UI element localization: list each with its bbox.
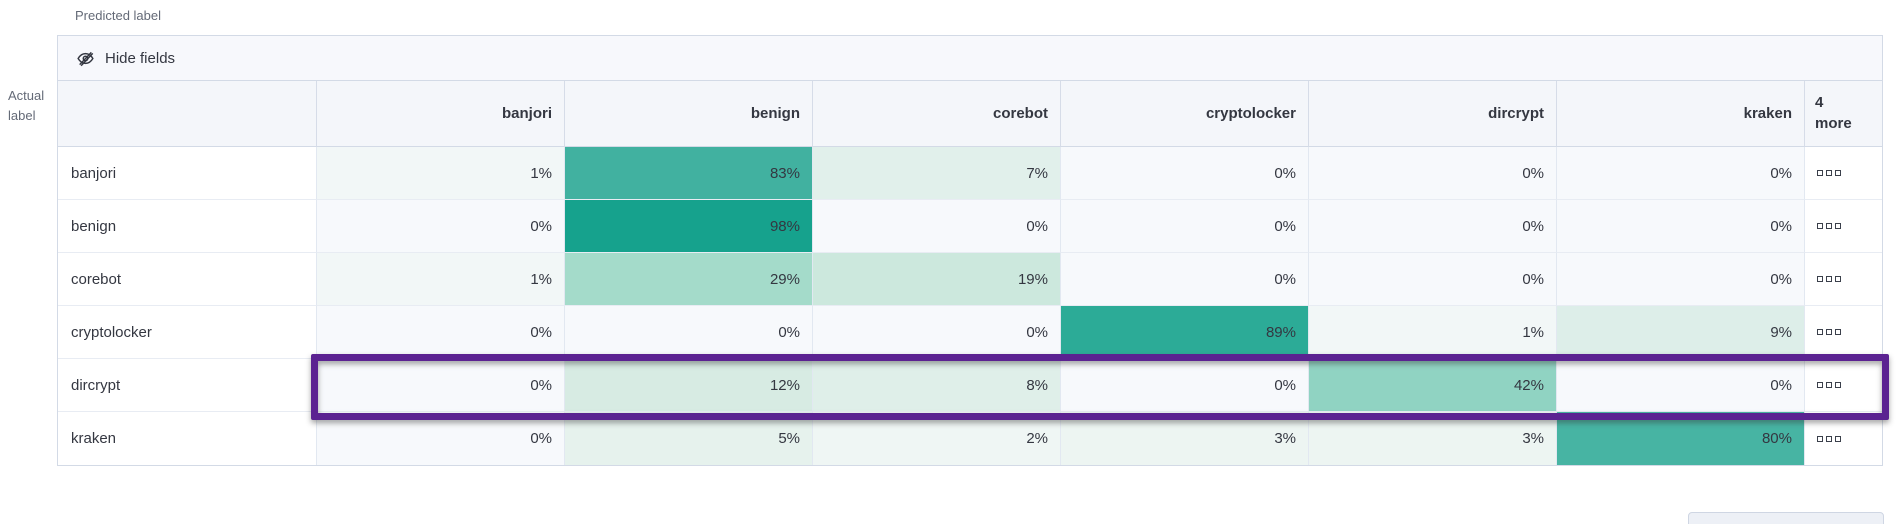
cell-banjori-cryptolocker[interactable]: 0% [1061,147,1309,200]
boxes-horizontal-icon [1817,435,1841,442]
cell-kraken-benign[interactable]: 5% [565,412,813,465]
cell-banjori-benign[interactable]: 83% [565,147,813,200]
column-header-cryptolocker[interactable]: cryptolocker [1061,81,1309,147]
cell-corebot-corebot[interactable]: 19% [813,253,1061,306]
cell-cryptolocker-banjori[interactable]: 0% [317,306,565,359]
cell-kraken-cryptolocker[interactable]: 3% [1061,412,1309,465]
row-actions-banjori[interactable] [1805,147,1882,200]
cell-benign-kraken[interactable]: 0% [1557,200,1805,253]
cell-corebot-benign[interactable]: 29% [565,253,813,306]
row-label-dircrypt[interactable]: dircrypt [58,359,317,412]
row-actions-cryptolocker[interactable] [1805,306,1882,359]
matrix-grid: banjori benign corebot cryptolocker dircrypt… [58,81,1882,465]
row-label-banjori[interactable]: banjori [58,147,317,200]
row-label-benign[interactable]: benign [58,200,317,253]
cell-corebot-kraken[interactable]: 0% [1557,253,1805,306]
cell-kraken-banjori[interactable]: 0% [317,412,565,465]
actual-label: Actual label [8,88,45,124]
cell-cryptolocker-dircrypt[interactable]: 1% [1309,306,1557,359]
row-label-corebot[interactable]: corebot [58,253,317,306]
cell-banjori-banjori[interactable]: 1% [317,147,565,200]
cell-kraken-dircrypt[interactable]: 3% [1309,412,1557,465]
more-columns-label: 4 more [1815,94,1852,132]
hide-fields-label: Hide fields [105,49,176,67]
row-actions-benign[interactable] [1805,200,1882,253]
column-header-benign[interactable]: benign [565,81,813,147]
eye-closed-icon [76,49,95,68]
column-header-dircrypt[interactable]: dircrypt [1309,81,1557,147]
boxes-horizontal-icon [1817,276,1841,282]
cell-dircrypt-kraken[interactable]: 0% [1557,359,1805,412]
cell-dircrypt-benign[interactable]: 12% [565,359,813,412]
cell-benign-benign[interactable]: 98% [565,200,813,253]
cell-kraken-corebot[interactable]: 2% [813,412,1061,465]
cell-kraken-kraken[interactable]: 80% [1557,412,1805,465]
cell-dircrypt-dircrypt[interactable]: 42% [1309,359,1557,412]
cell-banjori-corebot[interactable]: 7% [813,147,1061,200]
column-header-kraken[interactable]: kraken [1557,81,1805,147]
row-actions-kraken[interactable] [1805,412,1882,465]
column-header-corebot[interactable]: corebot [813,81,1061,147]
cell-corebot-banjori[interactable]: 1% [317,253,565,306]
cell-corebot-cryptolocker[interactable]: 0% [1061,253,1309,306]
row-label-cryptolocker[interactable]: cryptolocker [58,306,317,359]
cell-banjori-kraken[interactable]: 0% [1557,147,1805,200]
cell-cryptolocker-kraken[interactable]: 9% [1557,306,1805,359]
column-header-more[interactable]: 4 more [1805,81,1882,147]
hide-fields-button[interactable]: Hide fields [58,36,1882,81]
cell-benign-cryptolocker[interactable]: 0% [1061,200,1309,253]
row-label-kraken[interactable]: kraken [58,412,317,465]
matrix-corner-cell [58,81,317,147]
row-actions-dircrypt[interactable] [1805,359,1882,412]
cell-cryptolocker-benign[interactable]: 0% [565,306,813,359]
boxes-horizontal-icon [1817,382,1841,388]
data-grid: Hide fields banjori benign corebot cryptolo… [57,35,1883,466]
cell-banjori-dircrypt[interactable]: 0% [1309,147,1557,200]
cell-benign-banjori[interactable]: 0% [317,200,565,253]
cell-dircrypt-corebot[interactable]: 8% [813,359,1061,412]
cell-corebot-dircrypt[interactable]: 0% [1309,253,1557,306]
boxes-horizontal-icon [1817,170,1841,176]
cell-benign-dircrypt[interactable]: 0% [1309,200,1557,253]
horizontal-scrollbar[interactable] [1688,512,1884,524]
cell-benign-corebot[interactable]: 0% [813,200,1061,253]
column-header-banjori[interactable]: banjori [317,81,565,147]
row-actions-corebot[interactable] [1805,253,1882,306]
cell-cryptolocker-cryptolocker[interactable]: 89% [1061,306,1309,359]
predicted-label: Predicted label [75,8,161,23]
boxes-horizontal-icon [1817,223,1841,229]
cell-cryptolocker-corebot[interactable]: 0% [813,306,1061,359]
cell-dircrypt-banjori[interactable]: 0% [317,359,565,412]
boxes-horizontal-icon [1817,329,1841,335]
cell-dircrypt-cryptolocker[interactable]: 0% [1061,359,1309,412]
